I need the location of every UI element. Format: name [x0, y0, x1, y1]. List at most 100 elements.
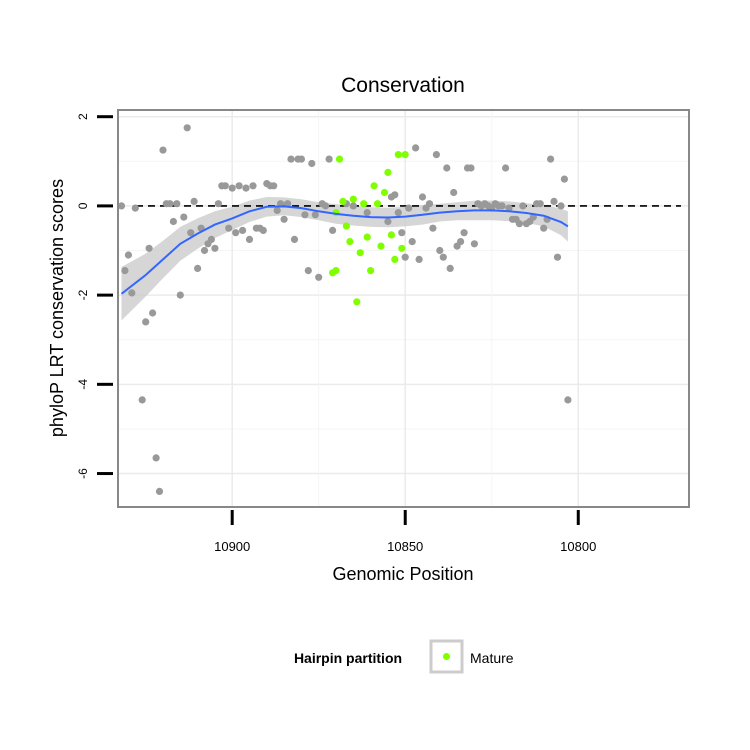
data-point — [290, 235, 299, 243]
data-point — [131, 204, 139, 212]
data-point — [207, 235, 215, 243]
data-point — [173, 200, 181, 208]
data-point — [142, 318, 150, 326]
data-point — [536, 200, 544, 208]
y-tick-label: -2 — [76, 289, 90, 300]
chart-title: Conservation — [341, 74, 465, 97]
data-point — [557, 202, 565, 210]
confidence-band — [121, 197, 568, 321]
x-axis-label: Genomic Position — [332, 564, 473, 584]
legend: Hairpin partition Mature — [294, 639, 514, 674]
points-layer — [117, 124, 572, 495]
data-point — [249, 182, 257, 190]
y-tick-label: -6 — [76, 468, 90, 479]
data-point — [315, 273, 323, 281]
data-point — [519, 202, 527, 210]
data-point-mature — [373, 200, 382, 208]
data-point — [304, 267, 312, 275]
panel-border — [117, 109, 690, 508]
data-point — [405, 204, 413, 212]
data-point — [467, 164, 475, 172]
y-tick-label: 2 — [76, 113, 90, 120]
data-point — [460, 229, 468, 237]
data-point — [457, 238, 465, 246]
data-point — [401, 253, 409, 261]
data-point — [515, 220, 524, 228]
data-point — [235, 182, 243, 190]
axes: 2 0 -2 -4 -6 10900 10850 10800 — [76, 113, 596, 554]
data-point — [425, 200, 434, 208]
data-point-mature — [377, 242, 385, 250]
y-tick-label: -4 — [76, 379, 90, 390]
data-point — [391, 191, 399, 199]
data-point — [245, 235, 254, 243]
data-point-mature — [349, 195, 357, 203]
data-point — [349, 202, 357, 210]
data-point — [287, 155, 295, 163]
legend-title: Hairpin partition — [294, 650, 402, 666]
data-point — [280, 215, 288, 223]
data-point — [502, 164, 510, 172]
data-point — [149, 309, 157, 317]
data-point — [187, 229, 195, 237]
data-point-mature — [387, 231, 395, 239]
data-point — [446, 264, 454, 272]
data-point — [138, 396, 146, 404]
data-point — [322, 202, 330, 210]
data-point — [152, 454, 160, 462]
data-point — [329, 226, 337, 234]
data-point-mature — [353, 298, 361, 306]
smooth-curve — [120, 205, 569, 295]
data-point — [232, 229, 240, 237]
data-point — [550, 197, 558, 205]
data-point — [169, 217, 177, 226]
data-point — [228, 184, 236, 192]
data-point — [190, 197, 198, 205]
legend-entry-mature: Mature — [470, 650, 514, 666]
confidence-band-layer — [121, 197, 568, 321]
data-point — [470, 240, 478, 248]
data-point-mature — [401, 151, 409, 159]
data-point-mature — [384, 168, 392, 176]
data-point — [443, 164, 451, 172]
data-point — [284, 200, 292, 208]
data-point — [176, 291, 184, 299]
data-point — [363, 209, 371, 217]
y-tick-label: 0 — [76, 202, 90, 209]
grid — [118, 110, 689, 507]
data-point — [553, 253, 562, 261]
data-point — [308, 159, 316, 168]
data-point — [194, 264, 202, 272]
data-point-mature — [332, 267, 340, 275]
data-point — [124, 251, 132, 259]
data-point-mature — [391, 255, 399, 263]
data-point — [498, 202, 506, 210]
data-point — [155, 487, 164, 495]
data-point-mature — [360, 200, 368, 208]
data-point — [242, 184, 250, 192]
data-point — [301, 211, 309, 219]
data-point — [325, 155, 333, 163]
data-point — [311, 211, 319, 219]
data-point — [145, 244, 153, 252]
data-point — [270, 182, 278, 190]
data-point-mature — [339, 197, 347, 205]
data-point — [540, 224, 548, 232]
data-point-mature — [342, 222, 350, 230]
data-point — [166, 200, 174, 208]
data-point — [159, 146, 167, 154]
data-point — [183, 124, 191, 132]
data-point — [297, 155, 305, 163]
data-point — [394, 209, 402, 217]
data-point — [200, 246, 209, 255]
data-point — [412, 144, 420, 152]
data-point — [214, 200, 222, 208]
data-point — [439, 253, 447, 261]
data-point — [121, 267, 129, 275]
data-point — [117, 202, 126, 210]
data-point — [564, 396, 572, 404]
data-point-mature — [356, 249, 364, 257]
data-point — [432, 151, 440, 159]
legend-key-mature — [443, 653, 450, 660]
data-point — [180, 213, 188, 221]
